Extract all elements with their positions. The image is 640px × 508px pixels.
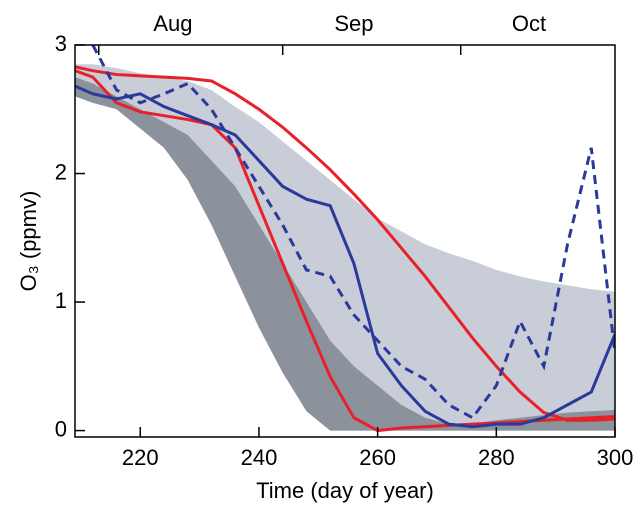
x-axis-label: Time (day of year) bbox=[256, 478, 434, 503]
month-label: Oct bbox=[512, 11, 546, 36]
x-tick-label: 260 bbox=[359, 445, 396, 470]
line bbox=[75, 65, 615, 422]
line bbox=[75, 69, 615, 433]
plot-frame bbox=[74, 44, 616, 438]
x-tick-label: 240 bbox=[241, 445, 278, 470]
y-tick-label: 0 bbox=[55, 416, 67, 441]
band bbox=[75, 77, 615, 431]
month-label: Aug bbox=[153, 11, 192, 36]
y-tick-label: 2 bbox=[55, 159, 67, 184]
y-tick-label: 1 bbox=[55, 288, 67, 313]
band bbox=[75, 64, 615, 431]
x-tick-label: 300 bbox=[597, 445, 634, 470]
y-axis-label: O₃ (ppmv) bbox=[16, 191, 41, 292]
line bbox=[75, 84, 615, 429]
x-tick-label: 280 bbox=[478, 445, 515, 470]
line bbox=[91, 45, 615, 420]
x-tick-label: 220 bbox=[122, 445, 159, 470]
month-label: Sep bbox=[334, 11, 373, 36]
y-tick-label: 3 bbox=[55, 31, 67, 56]
